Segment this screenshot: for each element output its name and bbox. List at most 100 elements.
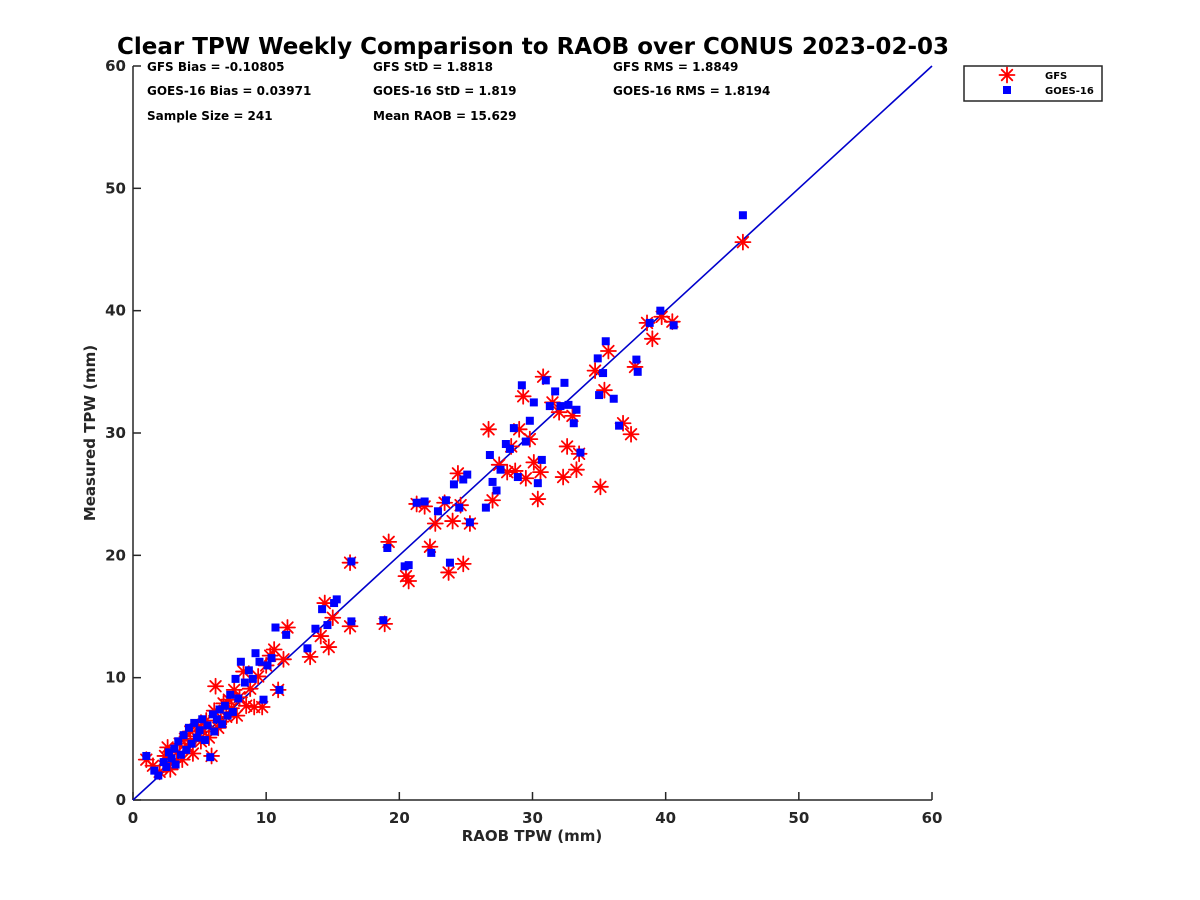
goes-16-point — [176, 750, 185, 759]
gfs-point — [426, 515, 444, 532]
goes-16-point — [459, 475, 468, 484]
stat-gfs-rms: GFS RMS = 1.8849 — [613, 60, 738, 74]
goes-16-point — [236, 657, 245, 666]
y-tick-label: 10 — [105, 669, 126, 687]
goes-16-point — [234, 694, 243, 703]
goes-16-point — [208, 710, 217, 719]
goes-16-point — [240, 678, 249, 687]
y-tick-label: 20 — [105, 546, 126, 564]
y-tick-label: 60 — [105, 57, 126, 75]
chart-title: Clear TPW Weekly Comparison to RAOB over… — [117, 34, 949, 60]
goes-16-point — [200, 736, 209, 745]
goes-16-point — [190, 718, 199, 727]
goes-16-point — [505, 444, 514, 453]
gfs-point — [454, 555, 472, 573]
gfs-point — [320, 638, 338, 656]
goes-16-point — [738, 211, 747, 220]
goes-16-point — [215, 705, 224, 714]
stat-goes-bias: GOES-16 Bias = 0.03971 — [147, 84, 311, 98]
goes-16-point — [517, 381, 526, 390]
legend: GFS GOES-16 — [963, 65, 1103, 102]
x-tick-label: 10 — [256, 809, 277, 827]
goes-16-point — [332, 595, 341, 604]
gfs-point — [592, 478, 609, 496]
gfs-point — [444, 512, 462, 530]
goes-16-point — [159, 758, 168, 767]
goes-16-point — [251, 649, 260, 658]
goes-16-point — [162, 762, 171, 771]
goes-16-point — [569, 419, 578, 428]
x-tick-label: 40 — [655, 809, 676, 827]
goes-16-point — [485, 451, 494, 460]
goes-16-point — [263, 661, 272, 670]
goes-16-point — [150, 766, 159, 775]
goes-16-point — [572, 405, 581, 414]
y-tick-label: 50 — [105, 179, 126, 197]
goes-16-point — [560, 378, 569, 387]
goes-16-point — [347, 617, 356, 626]
goes-16-point — [463, 470, 472, 479]
goes-16-point — [564, 400, 573, 409]
gfs-point — [440, 564, 458, 581]
goes-16-point — [142, 751, 151, 760]
legend-box — [963, 65, 1103, 102]
goes-16-point — [501, 440, 510, 449]
goes-16-point — [488, 477, 497, 486]
goes-16-point — [455, 503, 464, 512]
goes-16-point — [632, 355, 641, 364]
stat-sample-size: Sample Size = 241 — [147, 109, 273, 123]
gfs-point — [480, 420, 497, 438]
goes-16-point — [171, 760, 180, 769]
goes-16-point — [271, 623, 280, 632]
goes-16-point — [513, 473, 522, 482]
goes-16-point — [347, 557, 356, 566]
goes-16-point — [404, 561, 413, 570]
stat-goes-rms: GOES-16 RMS = 1.8194 — [613, 84, 770, 98]
goes-16-point — [220, 701, 229, 710]
gfs-point — [596, 381, 613, 399]
goes-16-point — [228, 707, 237, 716]
stat-gfs-bias: GFS Bias = -0.10805 — [147, 60, 284, 74]
gfs-point — [400, 572, 418, 590]
goes-16-point — [609, 394, 618, 403]
goes-16-point — [633, 367, 642, 376]
x-tick-label: 60 — [922, 809, 943, 827]
goes-16-point — [203, 721, 212, 730]
gfs-point — [514, 387, 532, 405]
goes-16-point — [545, 402, 554, 411]
gfs-point — [265, 641, 283, 658]
goes-16-point — [521, 437, 530, 446]
goes-16-point — [195, 726, 204, 735]
gfs-point — [554, 468, 572, 486]
x-ticks: 0 10 20 30 40 50 60 — [128, 792, 943, 827]
goes-16-point — [492, 486, 501, 495]
gfs-point — [275, 650, 292, 668]
goes-16-point — [593, 354, 602, 363]
gfs-point — [600, 342, 617, 360]
goes-16-point — [465, 518, 474, 527]
legend-gfs-label: GFS — [1045, 71, 1067, 82]
goes-16-point — [231, 674, 240, 683]
stats-block: GFS Bias = -0.10805 GFS StD = 1.8818 GFS… — [147, 60, 770, 123]
x-tick-label: 0 — [128, 809, 138, 827]
goes-16-point — [481, 503, 490, 512]
goes-16-point — [226, 690, 235, 699]
goes-16-point — [248, 674, 257, 683]
goes-16-point — [537, 455, 546, 464]
legend-goes-16-label: GOES-16 — [1045, 86, 1094, 97]
stat-gfs-std: GFS StD = 1.8818 — [373, 60, 493, 74]
goes-16-point — [383, 543, 392, 552]
goes-16-point — [303, 644, 312, 653]
goes-16-point — [275, 685, 284, 694]
legend-gfs-asterisk — [998, 66, 1016, 84]
goes-16-point — [167, 754, 176, 763]
goes-16-point — [179, 731, 188, 740]
gfs-point — [734, 233, 752, 251]
goes-16-point — [244, 666, 253, 675]
gfs-point — [558, 438, 576, 455]
goes-16-point — [433, 507, 442, 516]
goes-16-point — [210, 727, 219, 736]
goes-16-point — [187, 739, 196, 748]
gfs-point — [532, 463, 549, 481]
